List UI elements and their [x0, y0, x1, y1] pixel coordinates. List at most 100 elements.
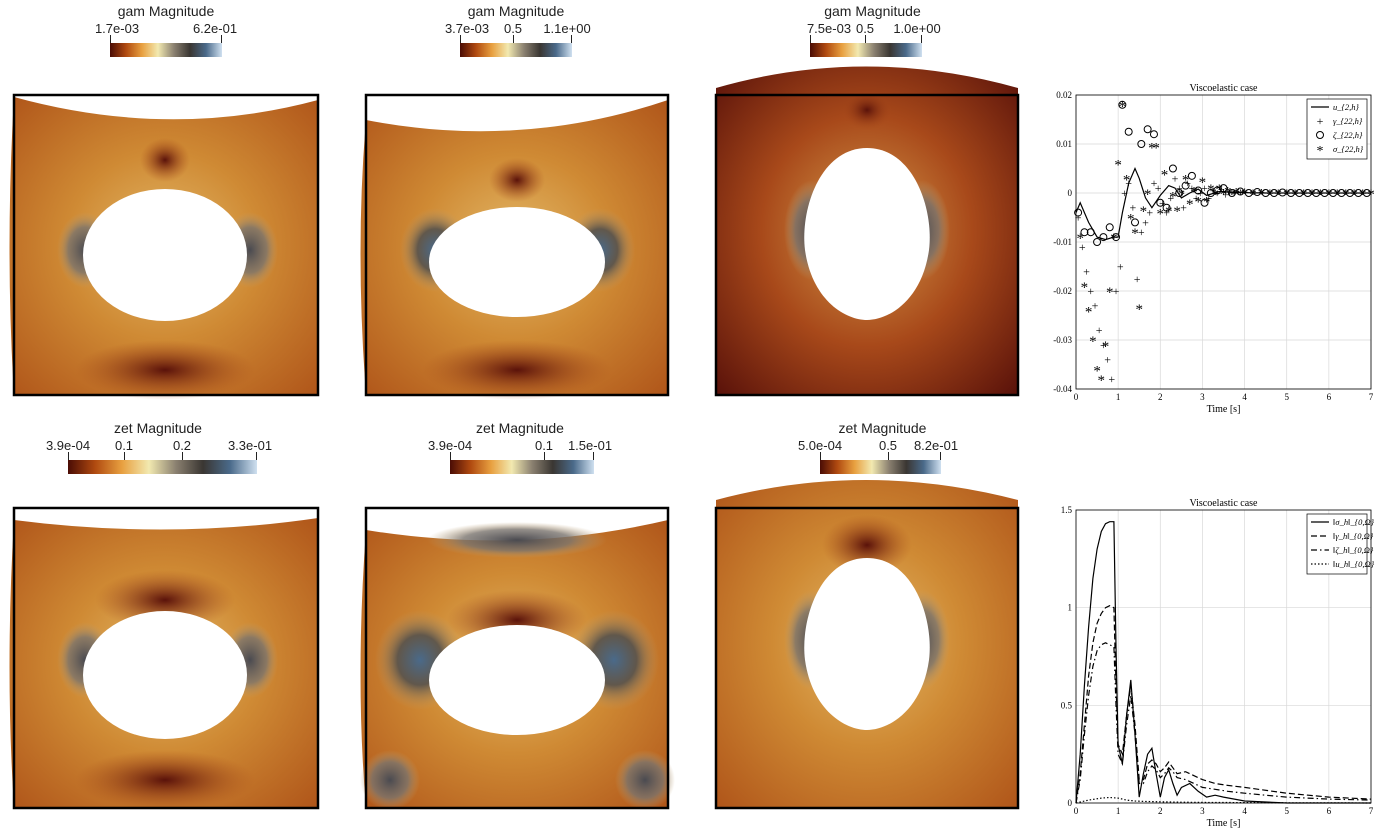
data-point: * — [1157, 207, 1165, 223]
data-point: + — [1125, 176, 1132, 190]
data-point: + — [1226, 185, 1233, 199]
colorbar-zet-1: zet Magnitude 3.9e-04 0.1 0.2 3.3e-01 — [38, 420, 278, 476]
colorbar-tick: 0.1 — [534, 438, 554, 453]
x-tick-label: 6 — [1327, 806, 1332, 816]
x-tick-label: 7 — [1369, 392, 1374, 402]
x-tick-label: 3 — [1200, 806, 1205, 816]
data-point: * — [1089, 334, 1097, 350]
data-point — [1105, 223, 1114, 232]
data-point: + — [1176, 181, 1183, 195]
data-point: * — [1249, 187, 1257, 203]
legend-swatch — [1316, 131, 1324, 139]
data-point — [1156, 198, 1165, 207]
colorbar-gradient — [820, 460, 941, 474]
data-point — [1337, 189, 1346, 197]
colorbar-tickmark — [256, 452, 257, 460]
data-point: + — [1180, 201, 1187, 215]
data-point: + — [1201, 181, 1208, 195]
field-plot-zet-2 — [360, 506, 675, 810]
y-tick-label: -0.01 — [1053, 237, 1072, 247]
data-point: * — [1228, 187, 1236, 203]
chart-norms: 0 1 2 3 4 5 6 7 0 0.5 1 1.5 Viscoelastic case Time [s… — [1061, 498, 1375, 829]
data-point — [1074, 208, 1083, 217]
data-point: * — [1102, 339, 1110, 355]
data-point: + — [1130, 201, 1137, 215]
data-point: * — [1291, 187, 1299, 203]
data-point: * — [1135, 302, 1143, 318]
colorbar-tickmark — [593, 452, 594, 460]
data-point: * — [1203, 194, 1211, 210]
data-point: + — [1205, 191, 1212, 205]
colorbar-tickmark — [513, 35, 514, 43]
field-plot-gam-3 — [714, 66, 1020, 397]
data-point: * — [1081, 280, 1089, 296]
legend-label: ‖ζ_h‖_{0,Ω} — [1333, 545, 1374, 555]
colorbar-gradient — [450, 460, 594, 474]
x-axis-label: Time [s] — [1207, 818, 1241, 829]
colorbar-tickmark — [865, 35, 866, 43]
series-line — [1075, 166, 1371, 241]
data-point — [1143, 125, 1152, 134]
y-tick-label: 1.5 — [1061, 505, 1073, 515]
field-plot-gam-1 — [9, 93, 320, 400]
data-point — [1286, 189, 1295, 197]
data-point — [1187, 171, 1196, 180]
colorbar-tick: 5.0e-04 — [797, 438, 843, 453]
x-tick-label: 6 — [1327, 392, 1332, 402]
data-point: + — [1163, 206, 1170, 220]
colorbar-tick: 7.5e-03 — [806, 21, 852, 36]
data-point: + — [1231, 186, 1238, 200]
data-point — [1149, 130, 1158, 139]
colorbar-gradient — [460, 43, 572, 57]
series-line — [1075, 521, 1371, 804]
data-point — [1080, 228, 1089, 237]
colorbar-tickmark — [68, 452, 69, 460]
y-tick-label: 0.5 — [1061, 700, 1073, 710]
data-point: + — [1083, 264, 1090, 278]
field-plot-gam-2 — [360, 93, 670, 400]
data-point — [1219, 184, 1228, 193]
data-point: * — [1186, 197, 1194, 213]
data-point: + — [1159, 196, 1166, 210]
data-point: + — [1121, 186, 1128, 200]
data-point: + — [1134, 272, 1141, 286]
data-point — [1124, 127, 1133, 136]
data-point — [1278, 188, 1287, 197]
chart-title: Viscoelastic case — [1190, 498, 1259, 509]
legend-label: u_{2,h} — [1333, 102, 1360, 112]
data-point: + — [1087, 284, 1094, 298]
y-tick-label: 0 — [1068, 798, 1073, 808]
data-point: * — [1169, 189, 1177, 205]
data-point: + — [1079, 240, 1086, 254]
data-point: * — [1165, 204, 1173, 220]
colorbar-tickmark — [544, 452, 545, 460]
y-tick-label: -0.02 — [1053, 286, 1072, 296]
data-point — [1244, 189, 1253, 197]
data-point: + — [1172, 171, 1179, 185]
colorbar-gradient — [810, 43, 922, 57]
data-point — [1236, 187, 1245, 196]
colorbar-tick: 0.5 — [878, 438, 898, 453]
data-point: * — [1144, 187, 1152, 203]
x-tick-label: 2 — [1158, 392, 1163, 402]
data-point: + — [1104, 353, 1111, 367]
colorbar-gam-2: gam Magnitude 3.7e-03 0.5 1.1e+00 — [445, 3, 591, 59]
x-tick-label: 1 — [1116, 392, 1121, 402]
data-point: * — [1076, 231, 1084, 247]
legend-label: ‖σ_h‖_{0,Ω} — [1333, 517, 1375, 527]
data-point — [1099, 233, 1108, 242]
data-point: + — [1193, 191, 1200, 205]
data-point: * — [1173, 204, 1181, 220]
data-point — [1312, 189, 1321, 197]
chart-title: Viscoelastic case — [1190, 83, 1259, 94]
data-point: + — [1155, 181, 1162, 195]
data-point: * — [1350, 187, 1358, 203]
data-point: * — [1110, 231, 1118, 247]
data-point: + — [1189, 181, 1196, 195]
data-point: * — [1275, 187, 1283, 203]
field-plot-zet-1 — [9, 506, 320, 810]
data-point: + — [1108, 372, 1115, 386]
colorbar-tickmark — [124, 452, 125, 460]
data-point — [1270, 189, 1279, 197]
chart-displacement: 0 1 2 3 4 5 6 7 -0.04 -0.03 -0.02 -0.01 0 0.01 0.02 Vis… — [1053, 83, 1375, 415]
